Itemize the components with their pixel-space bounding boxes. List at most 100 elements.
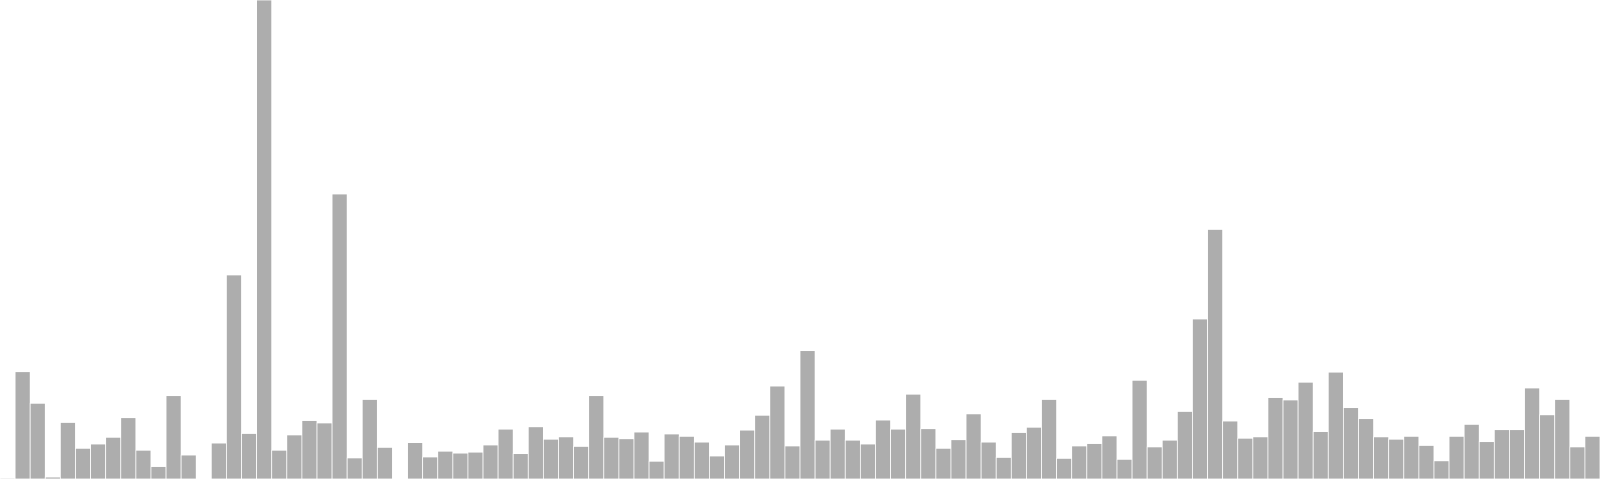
bar — [59, 422, 76, 480]
bar — [844, 439, 861, 480]
bar — [1116, 458, 1133, 480]
bar — [1388, 438, 1405, 480]
bar — [1433, 460, 1450, 480]
bar — [256, 0, 273, 480]
bar — [75, 447, 91, 480]
bar — [784, 445, 801, 480]
bar — [618, 438, 635, 480]
bar — [1101, 435, 1118, 480]
bar — [633, 431, 650, 480]
bar — [482, 444, 499, 480]
bar — [1493, 429, 1510, 480]
bar — [693, 441, 710, 480]
bar — [1267, 397, 1284, 480]
bar — [1237, 437, 1254, 480]
bar — [346, 457, 363, 480]
bar — [1146, 446, 1163, 480]
bar — [950, 439, 967, 480]
bar — [1418, 445, 1435, 480]
bar — [1207, 229, 1224, 480]
bar — [512, 453, 529, 480]
bar — [1584, 435, 1600, 480]
bar — [648, 460, 665, 480]
bar — [1524, 387, 1541, 480]
bar — [769, 385, 786, 480]
bar — [226, 274, 242, 480]
bar — [286, 434, 303, 480]
bar — [1327, 371, 1344, 480]
bar — [1373, 436, 1390, 480]
bar — [1086, 443, 1103, 480]
bar — [44, 476, 61, 480]
bar — [1297, 381, 1314, 480]
bar — [29, 402, 46, 480]
bar — [935, 447, 952, 480]
bar — [361, 399, 378, 480]
bar — [1509, 429, 1525, 480]
bar — [829, 428, 846, 480]
bar — [271, 449, 288, 480]
bar — [1554, 399, 1571, 480]
bar — [497, 428, 514, 480]
bar — [301, 420, 318, 480]
bar — [1176, 411, 1193, 480]
bar — [0, 477, 16, 480]
bar — [814, 439, 831, 480]
bar — [1463, 423, 1480, 480]
bar — [407, 442, 424, 480]
bar — [709, 455, 725, 480]
bar — [376, 446, 393, 480]
bar — [920, 428, 937, 480]
bar — [14, 371, 31, 480]
bar — [437, 450, 454, 480]
bar — [1252, 436, 1269, 480]
bar — [1403, 435, 1420, 480]
bar — [558, 436, 574, 480]
bar — [905, 393, 922, 480]
bar — [1312, 431, 1329, 480]
bar — [1478, 441, 1495, 480]
bar — [105, 436, 122, 480]
bar — [452, 452, 469, 480]
bar — [150, 466, 167, 480]
bar — [241, 433, 257, 480]
bar — [120, 417, 137, 480]
bar — [754, 414, 771, 480]
bar — [1282, 399, 1299, 480]
bar — [573, 446, 590, 480]
bar — [1569, 446, 1586, 480]
bar — [1539, 414, 1556, 480]
bar — [739, 429, 756, 480]
bar — [875, 419, 891, 480]
bar — [90, 443, 107, 480]
bar — [859, 443, 876, 480]
bar — [210, 442, 227, 480]
bar — [724, 444, 741, 480]
bar — [1056, 457, 1073, 480]
bar — [135, 449, 152, 480]
bar — [1041, 399, 1058, 480]
bar — [980, 441, 997, 480]
bar — [316, 422, 333, 480]
bar — [1071, 445, 1088, 480]
bar — [422, 456, 439, 480]
bar — [527, 426, 544, 480]
bar — [603, 436, 620, 480]
bar — [1131, 379, 1148, 480]
bar — [180, 454, 197, 480]
bar — [1343, 407, 1359, 480]
bar — [1222, 420, 1239, 480]
bar — [1358, 418, 1374, 480]
bar — [588, 395, 605, 480]
bar — [799, 350, 816, 480]
bar — [1026, 426, 1042, 480]
bar — [965, 413, 982, 480]
bar — [165, 395, 182, 480]
bar — [678, 435, 695, 480]
bar — [331, 193, 348, 480]
bar — [995, 457, 1012, 480]
bar — [467, 451, 484, 480]
bar — [1010, 432, 1027, 480]
